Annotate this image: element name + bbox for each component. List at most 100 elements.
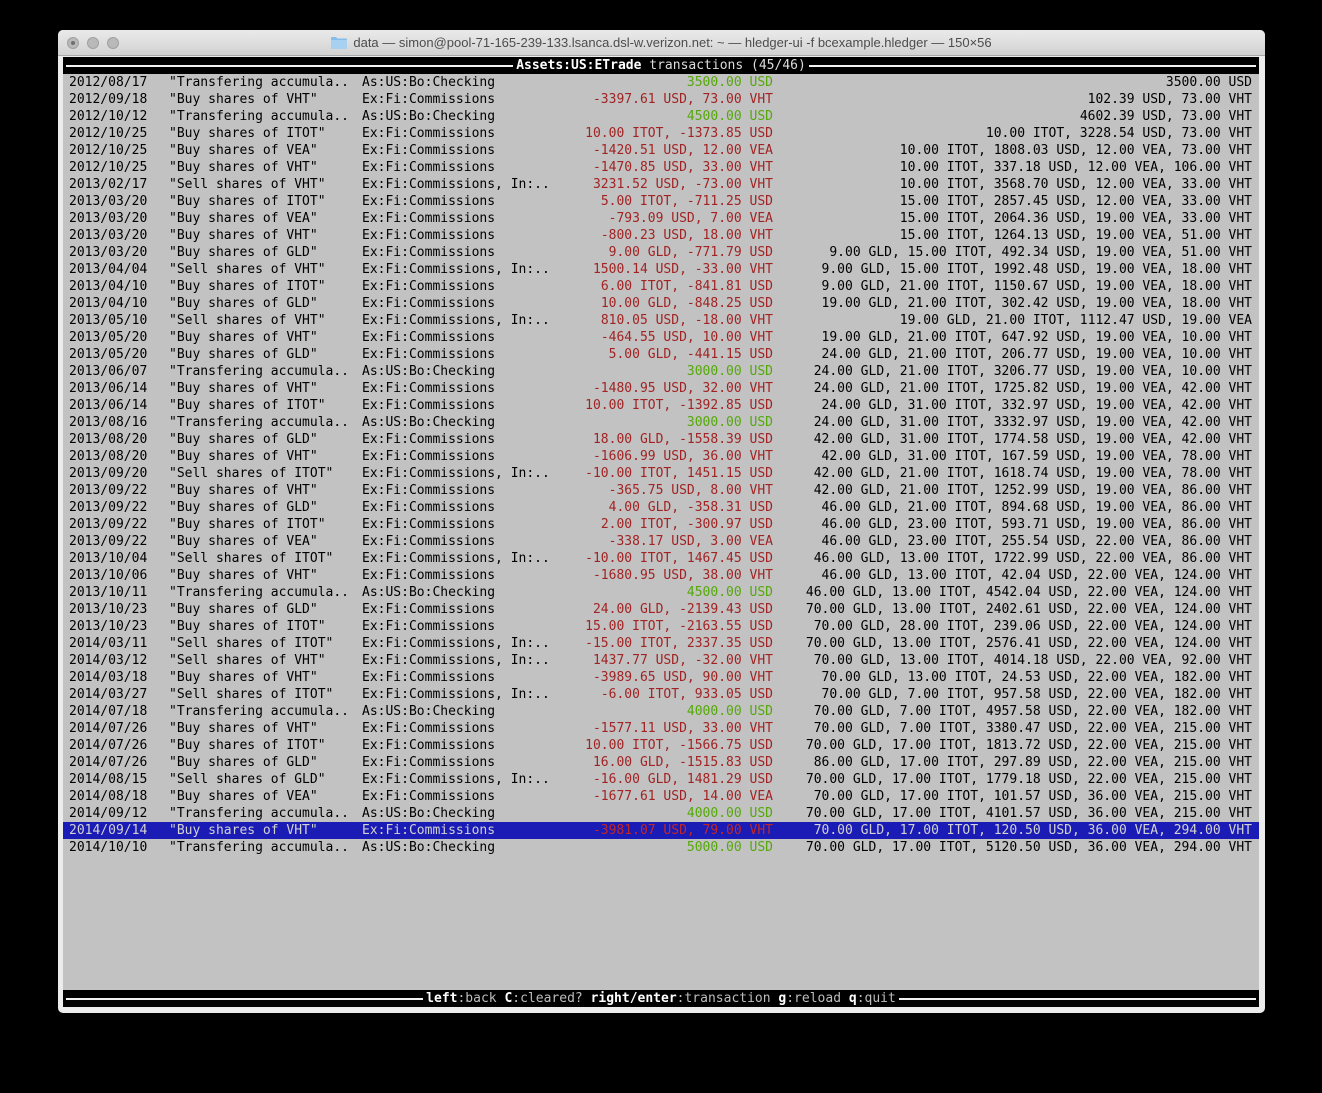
transaction-row[interactable]: 2013/06/14 "Buy shares of ITOT" Ex:Fi:Co… [63,397,1259,414]
transaction-date: 2013/10/23 [69,619,148,634]
transaction-row[interactable]: 2013/09/22 "Buy shares of ITOT" Ex:Fi:Co… [63,516,1259,533]
transaction-description: "Buy shares of GLD" [169,500,318,515]
minimize-button[interactable] [87,37,99,49]
transaction-row[interactable]: 2014/03/11 "Sell shares of ITOT" Ex:Fi:C… [63,635,1259,652]
transaction-row[interactable]: 2013/08/20 "Buy shares of VHT" Ex:Fi:Com… [63,448,1259,465]
transaction-row[interactable]: 2014/03/27 "Sell shares of ITOT" Ex:Fi:C… [63,686,1259,703]
transaction-row[interactable]: 2014/09/14 "Buy shares of VHT" Ex:Fi:Com… [63,822,1259,839]
transaction-description: "Buy shares of ITOT" [169,279,326,294]
header-subtitle: transactions (45/46) [641,58,806,73]
transaction-row[interactable]: 2013/03/20 "Buy shares of VHT" Ex:Fi:Com… [63,227,1259,244]
transaction-row[interactable]: 2013/05/20 "Buy shares of VHT" Ex:Fi:Com… [63,329,1259,346]
transaction-running-balance: 70.00 GLD, 17.00 ITOT, 120.50 USD, 36.00… [813,823,1252,838]
transaction-other-account: Ex:Fi:Commissions [362,483,496,498]
transaction-row[interactable]: 2013/04/10 "Buy shares of GLD" Ex:Fi:Com… [63,295,1259,312]
transaction-row[interactable]: 2013/10/23 "Buy shares of GLD" Ex:Fi:Com… [63,601,1259,618]
header-account-name: Assets:US:ETrade [516,58,642,73]
transaction-running-balance: 46.00 GLD, 13.00 ITOT, 1722.99 USD, 22.0… [813,551,1252,566]
transaction-row[interactable]: 2014/03/18 "Buy shares of VHT" Ex:Fi:Com… [63,669,1259,686]
transaction-row[interactable]: 2013/09/22 "Buy shares of VEA" Ex:Fi:Com… [63,533,1259,550]
transaction-row[interactable]: 2013/10/04 "Sell shares of ITOT" Ex:Fi:C… [63,550,1259,567]
transaction-description: "Sell shares of ITOT" [169,687,334,702]
close-button[interactable] [67,37,79,49]
transaction-row[interactable]: 2013/06/14 "Buy shares of VHT" Ex:Fi:Com… [63,380,1259,397]
transaction-row[interactable]: 2012/10/25 "Buy shares of VHT" Ex:Fi:Com… [63,159,1259,176]
transaction-date: 2013/06/14 [69,381,148,396]
footer-key: q [848,991,857,1006]
transaction-row[interactable]: 2014/07/26 "Buy shares of VHT" Ex:Fi:Com… [63,720,1259,737]
transaction-row[interactable]: 2012/10/12 "Transfering accumula.. As:US… [63,108,1259,125]
transaction-row[interactable]: 2013/06/07 "Transfering accumula.. As:US… [63,363,1259,380]
transaction-description: "Buy shares of VEA" [169,211,318,226]
transaction-change-amount: 18.00 GLD, -1558.39 USD [592,432,773,447]
transaction-other-account: Ex:Fi:Commissions [362,398,496,413]
transaction-row[interactable]: 2012/08/17 "Transfering accumula.. As:US… [63,74,1259,91]
transaction-change-amount: 1500.14 USD, -33.00 VHT [592,262,773,277]
transaction-date: 2014/09/12 [69,806,148,821]
transaction-other-account: As:US:Bo:Checking [362,75,496,90]
transaction-date: 2012/10/25 [69,160,148,175]
transaction-change-amount: 5000.00 USD [686,840,773,855]
transaction-description: "Buy shares of GLD" [169,602,318,617]
transaction-row[interactable]: 2013/04/10 "Buy shares of ITOT" Ex:Fi:Co… [63,278,1259,295]
transaction-description: "Buy shares of GLD" [169,432,318,447]
transaction-other-account: As:US:Bo:Checking [362,415,496,430]
transaction-row[interactable]: 2014/08/18 "Buy shares of VEA" Ex:Fi:Com… [63,788,1259,805]
transaction-running-balance: 42.00 GLD, 31.00 ITOT, 167.59 USD, 19.00… [821,449,1252,464]
transaction-row[interactable]: 2014/10/10 "Transfering accumula.. As:US… [63,839,1259,856]
transaction-row[interactable]: 2013/10/23 "Buy shares of ITOT" Ex:Fi:Co… [63,618,1259,635]
transaction-row[interactable]: 2013/10/06 "Buy shares of VHT" Ex:Fi:Com… [63,567,1259,584]
transaction-row[interactable]: 2013/09/22 "Buy shares of VHT" Ex:Fi:Com… [63,482,1259,499]
transaction-running-balance: 46.00 GLD, 23.00 ITOT, 593.71 USD, 19.00… [821,517,1252,532]
transaction-row[interactable]: 2013/08/16 "Transfering accumula.. As:US… [63,414,1259,431]
transaction-row[interactable]: 2013/10/11 "Transfering accumula.. As:US… [63,584,1259,601]
transaction-date: 2013/05/20 [69,347,148,362]
transaction-date: 2013/05/10 [69,313,148,328]
transaction-running-balance: 70.00 GLD, 13.00 ITOT, 24.53 USD, 22.00 … [821,670,1252,685]
transaction-other-account: Ex:Fi:Commissions, In:.. [362,653,550,668]
transaction-description: "Sell shares of VHT" [169,653,326,668]
transaction-date: 2013/10/11 [69,585,148,600]
status-hints: left:back C:cleared? right/enter:transac… [426,991,896,1006]
transaction-row[interactable]: 2013/03/20 "Buy shares of ITOT" Ex:Fi:Co… [63,193,1259,210]
zoom-button[interactable] [107,37,119,49]
transaction-row[interactable]: 2014/07/26 "Buy shares of GLD" Ex:Fi:Com… [63,754,1259,771]
transaction-description: "Transfering accumula.. [169,704,350,719]
transaction-row[interactable]: 2013/05/10 "Sell shares of VHT" Ex:Fi:Co… [63,312,1259,329]
transaction-row[interactable]: 2013/03/20 "Buy shares of GLD" Ex:Fi:Com… [63,244,1259,261]
transaction-change-amount: 10.00 ITOT, -1566.75 USD [585,738,773,753]
transaction-row[interactable]: 2013/03/20 "Buy shares of VEA" Ex:Fi:Com… [63,210,1259,227]
transaction-other-account: Ex:Fi:Commissions [362,126,496,141]
transaction-other-account: Ex:Fi:Commissions [362,517,496,532]
folder-icon [331,37,348,49]
transaction-other-account: Ex:Fi:Commissions [362,500,496,515]
transaction-other-account: Ex:Fi:Commissions [362,228,496,243]
header-rule-right [808,64,1257,67]
transaction-row[interactable]: 2013/09/22 "Buy shares of GLD" Ex:Fi:Com… [63,499,1259,516]
transaction-running-balance: 70.00 GLD, 7.00 ITOT, 4957.58 USD, 22.00… [813,704,1252,719]
transaction-change-amount: -793.09 USD, 7.00 VEA [608,211,773,226]
hledger-ui-screen: Assets:US:ETrade transactions (45/46) 20… [63,57,1259,1007]
transaction-date: 2012/10/25 [69,143,148,158]
screen-header: Assets:US:ETrade transactions (45/46) [63,57,1259,74]
transaction-row[interactable]: 2012/10/25 "Buy shares of VEA" Ex:Fi:Com… [63,142,1259,159]
transaction-row[interactable]: 2014/08/15 "Sell shares of GLD" Ex:Fi:Co… [63,771,1259,788]
transaction-running-balance: 19.00 GLD, 21.00 ITOT, 647.92 USD, 19.00… [821,330,1252,345]
transaction-row[interactable]: 2014/03/12 "Sell shares of VHT" Ex:Fi:Co… [63,652,1259,669]
transaction-row[interactable]: 2013/09/20 "Sell shares of ITOT" Ex:Fi:C… [63,465,1259,482]
transaction-row[interactable]: 2013/08/20 "Buy shares of GLD" Ex:Fi:Com… [63,431,1259,448]
transaction-row[interactable]: 2014/07/18 "Transfering accumula.. As:US… [63,703,1259,720]
transaction-row[interactable]: 2012/10/25 "Buy shares of ITOT" Ex:Fi:Co… [63,125,1259,142]
transaction-row[interactable]: 2013/04/04 "Sell shares of VHT" Ex:Fi:Co… [63,261,1259,278]
window-titlebar[interactable]: data — simon@pool-71-165-239-133.lsanca.… [58,30,1265,56]
transaction-description: "Buy shares of VHT" [169,92,318,107]
transaction-description: "Buy shares of VHT" [169,381,318,396]
transaction-other-account: Ex:Fi:Commissions, In:.. [362,687,550,702]
transaction-row[interactable]: 2013/02/17 "Sell shares of VHT" Ex:Fi:Co… [63,176,1259,193]
transaction-row[interactable]: 2012/09/18 "Buy shares of VHT" Ex:Fi:Com… [63,91,1259,108]
transaction-row[interactable]: 2014/07/26 "Buy shares of ITOT" Ex:Fi:Co… [63,737,1259,754]
transaction-row[interactable]: 2014/09/12 "Transfering accumula.. As:US… [63,805,1259,822]
transaction-running-balance: 24.00 GLD, 21.00 ITOT, 3206.77 USD, 19.0… [813,364,1252,379]
transaction-description: "Transfering accumula.. [169,585,350,600]
transaction-row[interactable]: 2013/05/20 "Buy shares of GLD" Ex:Fi:Com… [63,346,1259,363]
